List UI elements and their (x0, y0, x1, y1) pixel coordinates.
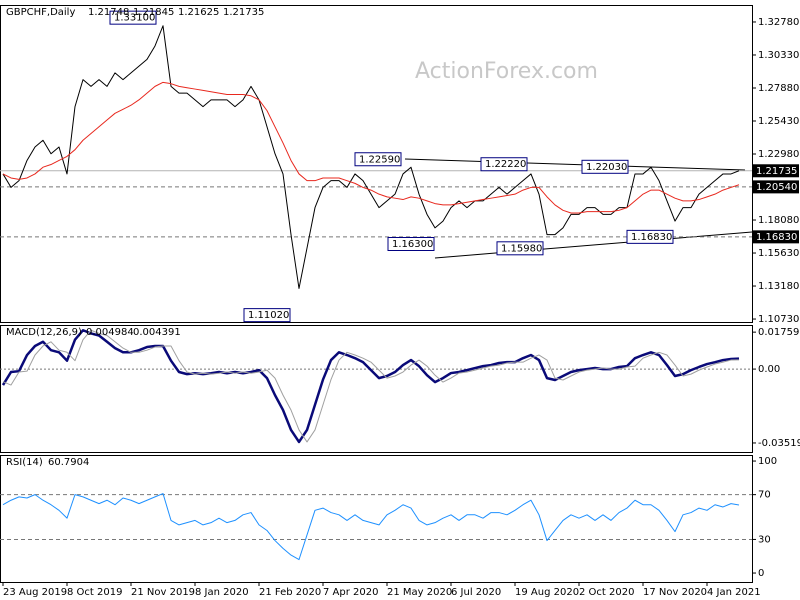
y-tick-label: 30 (758, 534, 771, 545)
series-line (1, 328, 740, 444)
y-tick-label: 1.25430 (758, 116, 799, 127)
x-tick-label: 7 Apr 2020 (323, 587, 378, 598)
x-tick-label: 2 Oct 2020 (579, 587, 634, 598)
series-line (2, 81, 740, 214)
x-tick-label: 21 May 2020 (387, 587, 452, 598)
x-tick-label: 8 Jan 2020 (195, 587, 249, 598)
trendline (404, 158, 746, 171)
annotation-label: 1.15980 (501, 243, 542, 254)
y-tick-label: 70 (758, 490, 771, 501)
annotation-box (626, 229, 674, 244)
annotation-box (496, 241, 544, 256)
y-tick-label: 0.00 (758, 364, 780, 375)
y-tick-label: 1.10730 (758, 314, 799, 325)
panel-frame (0, 5, 753, 323)
y-tick-label: 1.15630 (758, 248, 799, 259)
annotation-box (387, 236, 435, 251)
series-line (2, 25, 740, 289)
x-tick-label: 8 Oct 2019 (67, 587, 122, 598)
annotation-box (480, 157, 528, 172)
annotation-label: 1.22590 (359, 154, 400, 165)
series-line (2, 493, 740, 561)
y-tick-label: 1.22980 (758, 149, 799, 160)
y-tick-label: 1.32780 (758, 17, 799, 28)
indicator-value: 0.004984 (86, 327, 134, 338)
panel-title: MACD(12,26,9) (6, 327, 82, 338)
x-tick-label: 19 Aug 2020 (515, 587, 579, 598)
level-label: 1.20540 (756, 182, 797, 193)
annotation-label: 1.33100 (114, 13, 155, 24)
trendline (434, 231, 753, 259)
y-tick-label: 0.017599 (758, 327, 800, 338)
panel-frame (0, 325, 753, 453)
x-tick-label: 4 Jan 2021 (707, 587, 761, 598)
level-label-box (753, 164, 799, 178)
series-line (2, 329, 740, 443)
annotation-label: 1.22220 (485, 159, 526, 170)
x-tick-label: 21 Nov 2019 (131, 587, 195, 598)
level-label-box (753, 180, 799, 194)
panel-frame (0, 455, 753, 583)
level-label: 1.21735 (756, 166, 797, 177)
annotation-box (581, 159, 629, 174)
y-tick-label: 1.13180 (758, 281, 799, 292)
quote-value: 1.21845 (133, 7, 174, 18)
indicator-value: 0.004391 (133, 327, 181, 338)
y-tick-label: 1.27880 (758, 83, 799, 94)
annotation-label: 1.16830 (631, 232, 672, 243)
y-tick-label: 1.18080 (758, 215, 799, 226)
annotation-box (109, 10, 157, 25)
x-tick-label: 17 Nov 2020 (643, 587, 707, 598)
y-tick-label: 100 (758, 456, 777, 467)
quote-value: 1.21625 (178, 7, 219, 18)
y-tick-label: 0 (758, 568, 764, 579)
annotation-label: 1.16300 (392, 239, 433, 250)
level-label: 1.16830 (756, 232, 797, 243)
quote-value: 1.21748 (88, 7, 129, 18)
x-tick-label: 21 Feb 2020 (259, 587, 321, 598)
y-tick-label: 1.30330 (758, 50, 799, 61)
annotation-box (243, 308, 291, 323)
annotation-label: 1.22030 (586, 162, 627, 173)
annotation-box (354, 152, 402, 167)
x-tick-label: 23 Aug 2019 (3, 587, 67, 598)
annotation-label: 1.11020 (248, 310, 289, 321)
watermark: ActionForex.com (415, 59, 598, 84)
panel-title: RSI(14) (6, 457, 43, 468)
y-tick-label: -0.035194 (758, 438, 800, 449)
level-label-box (753, 230, 799, 244)
panel-title: GBPCHF,Daily (6, 7, 75, 18)
indicator-value: 60.7904 (48, 457, 89, 468)
x-tick-label: 6 Jul 2020 (451, 587, 501, 598)
quote-value: 1.21735 (223, 7, 264, 18)
